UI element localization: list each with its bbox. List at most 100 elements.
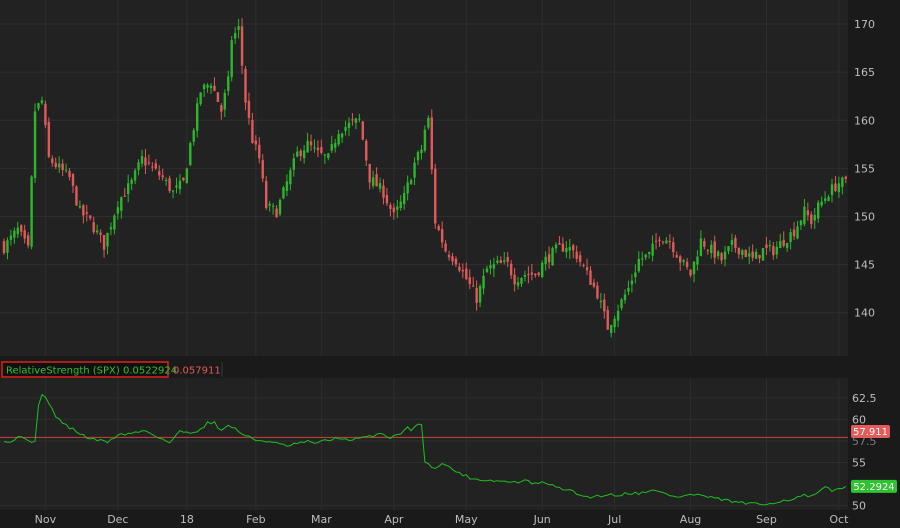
candle-body <box>737 247 741 255</box>
candle-body <box>672 242 675 253</box>
candle-body <box>23 230 26 239</box>
candle-body <box>644 254 647 258</box>
candle-body <box>799 220 803 226</box>
candle-body <box>730 240 734 245</box>
candle-body <box>171 190 175 192</box>
candle-body <box>271 205 275 207</box>
candle-body <box>247 100 251 118</box>
candle-body <box>720 253 723 261</box>
price-y-tick-label: 140 <box>854 307 875 320</box>
candle-body <box>703 241 706 247</box>
candle-body <box>785 243 789 249</box>
candle-body <box>658 239 661 241</box>
study-plot-area[interactable] <box>0 378 848 510</box>
candle-body <box>406 182 409 194</box>
candle-body <box>137 162 140 170</box>
candle-body <box>541 262 544 277</box>
candle-body <box>268 203 271 206</box>
study-header[interactable]: RelativeStrength (SPX) 0.0522924 0.05791… <box>1 361 223 378</box>
price-plot-area[interactable] <box>0 0 848 356</box>
candle-body <box>58 163 61 168</box>
candle-body <box>509 263 513 276</box>
price-y-tick-label: 150 <box>854 210 875 223</box>
candle-body <box>561 243 565 252</box>
ref-value-badge-text: 57.911 <box>853 427 888 438</box>
candle-body <box>316 147 320 151</box>
candle-body <box>779 241 782 249</box>
x-tick-label: Mar <box>311 513 332 526</box>
x-axis: Nov Dec 18 Feb Mar Apr May Jun Jul Aug Sep Oct <box>35 513 849 526</box>
candle-body <box>347 122 351 128</box>
study-ref-value-label: 0.057911 <box>173 366 221 377</box>
candle-body <box>158 171 161 176</box>
candle-body <box>806 210 810 216</box>
candle-body <box>596 285 599 299</box>
candle-body <box>841 177 844 187</box>
candle-body <box>133 170 137 181</box>
candle-body <box>427 117 430 128</box>
candle-body <box>758 254 761 259</box>
candle-body <box>820 201 823 206</box>
candle-body <box>689 269 692 276</box>
candle-body <box>330 144 333 151</box>
study-y-tick-label: 57.5 <box>852 435 877 448</box>
candle-body <box>420 149 423 154</box>
candle-body <box>89 215 92 219</box>
candle-body <box>465 268 468 280</box>
candle-body <box>313 147 316 149</box>
candle-body <box>296 151 299 157</box>
candle-body <box>603 299 606 312</box>
candle-body <box>371 177 375 186</box>
candle-body <box>154 163 157 169</box>
candle-body <box>440 229 444 243</box>
candle-body <box>92 222 95 233</box>
candle-body <box>164 179 168 181</box>
candle-body <box>789 232 792 243</box>
candle-body <box>199 92 202 104</box>
candle-body <box>196 103 199 131</box>
candle-body <box>44 103 47 126</box>
candle-body <box>503 260 506 262</box>
candle-body <box>523 274 527 277</box>
candle-body <box>578 255 582 262</box>
candle-body <box>499 260 502 264</box>
candle-body <box>696 256 699 265</box>
x-tick-label: Nov <box>35 513 57 526</box>
candle-body <box>309 141 313 146</box>
candle-body <box>530 272 534 275</box>
candle-body <box>95 230 99 233</box>
study-header-box <box>1 361 169 378</box>
candle-body <box>147 162 151 164</box>
candle-body <box>227 76 230 91</box>
candle-body <box>775 246 778 255</box>
candle-body <box>306 140 309 153</box>
candle-body <box>64 169 68 171</box>
candle-body <box>754 251 758 259</box>
candle-body <box>527 274 530 276</box>
candle-body <box>378 183 382 189</box>
x-tick-label: Jul <box>607 513 621 526</box>
candle-body <box>765 244 768 248</box>
candle-body <box>192 130 195 142</box>
candle-body <box>699 238 703 256</box>
candle-body <box>354 118 358 123</box>
candle-body <box>26 235 30 246</box>
candle-body <box>344 127 347 132</box>
candle-body <box>634 272 637 278</box>
candle-body <box>451 256 454 262</box>
candle-body <box>458 266 461 271</box>
candle-body <box>668 241 672 243</box>
candle-body <box>68 170 71 177</box>
candle-body <box>102 235 106 250</box>
candle-body <box>616 310 620 321</box>
x-tick-label: May <box>455 513 478 526</box>
candle-body <box>299 150 302 156</box>
candle-body <box>723 251 727 260</box>
candle-body <box>606 310 609 330</box>
candle-body <box>175 185 178 188</box>
x-tick-label: 18 <box>180 513 194 526</box>
candle-body <box>392 207 396 213</box>
candle-body <box>409 180 413 185</box>
candle-body <box>647 251 651 254</box>
candle-body <box>385 195 389 204</box>
